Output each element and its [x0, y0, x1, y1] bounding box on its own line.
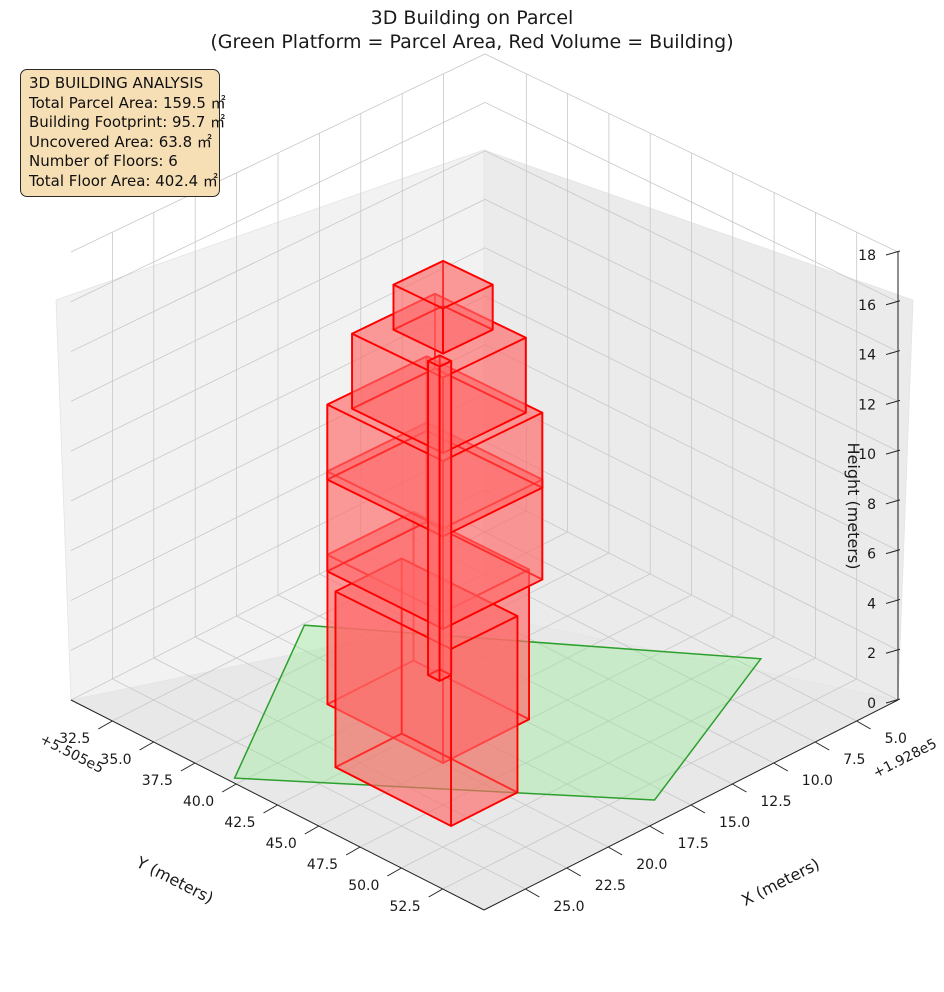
y-tick-label-5: 45.0: [266, 836, 297, 852]
y-tick-8: [428, 888, 443, 898]
grid-wall-z-5: [70, 247, 899, 452]
grid-wall-z-0: [70, 489, 899, 701]
info-uncovered-area: Uncovered Area: 63.8 ㎡: [29, 132, 212, 151]
x-tick-label-5: 17.5: [678, 836, 709, 852]
grid-wall-z-1: [70, 441, 899, 651]
x-tick-5: [649, 825, 664, 835]
building-core-middle: [326, 355, 544, 538]
x-tick-6: [607, 846, 623, 856]
building-roof-block-top-face: [392, 259, 494, 310]
building-stair-column-top-face: [427, 354, 453, 368]
y-tick-3: [221, 783, 237, 793]
y-tick-2: [180, 762, 196, 772]
z-tick-4: [885, 499, 901, 505]
x-tick-2: [773, 762, 789, 772]
x-tick-label-4: 15.0: [719, 815, 750, 831]
y-tick-label-8: 52.5: [390, 899, 421, 915]
x-tick-label-1: 7.5: [843, 752, 865, 768]
z-tick-label-1: 2: [867, 646, 876, 662]
z-tick-label-2: 4: [867, 596, 876, 612]
x-tick-1: [814, 741, 830, 751]
grid-floor-y-4: [277, 594, 692, 806]
y-tick-label-0: 32.5: [59, 731, 90, 747]
grid-wall-z-3: [70, 344, 899, 552]
grid-floor-y-1: [153, 531, 568, 743]
z-tick-label-9: 18: [858, 248, 876, 264]
grid-wall-z-8: [70, 102, 899, 303]
z-tick-label-6: 12: [858, 397, 876, 413]
y-tick-label-1: 35.0: [100, 752, 131, 768]
building-stair-column-front-y-face: [438, 360, 453, 682]
chart-title: 3D Building on Parcel: [370, 7, 574, 29]
x-tick-8: [525, 888, 540, 898]
z-tick-5: [885, 449, 901, 455]
y-tick-1: [139, 741, 154, 751]
z-tick-label-7: 14: [858, 348, 876, 364]
y-tick-label-7: 50.0: [348, 878, 379, 894]
grid-floor-y-8: [442, 678, 857, 890]
grid-floor-y-7: [401, 657, 816, 869]
z-tick-label-5: 10: [858, 447, 876, 463]
y-tick-label-4: 42.5: [224, 815, 255, 831]
x-tick-0: [856, 720, 871, 730]
info-building-footprint: Building Footprint: 95.7 ㎡: [29, 113, 226, 132]
y-tick-0: [98, 720, 113, 730]
grid-floor-y-6: [359, 636, 775, 848]
x-tick-label-6: 20.0: [636, 857, 667, 873]
building-core-middle-top-face: [326, 355, 544, 462]
info-total-floor-area: Total Floor Area: 402.4 ㎡: [29, 171, 218, 190]
grid-wall-z-4: [70, 295, 899, 502]
z-tick-1: [885, 648, 901, 654]
y-tick-4: [263, 804, 278, 814]
y-tick-label-3: 40.0: [183, 794, 214, 810]
z-axis-label: Height (meters): [844, 443, 863, 570]
analysis-info-box: 3D BUILDING ANALYSIS Total Parcel Area: …: [20, 69, 226, 197]
x-tick-label-8: 25.0: [553, 899, 584, 915]
z-tick-label-3: 6: [867, 547, 876, 563]
y-axis-label: Y (meters): [132, 852, 216, 907]
x-tick-label-3: 12.5: [760, 794, 791, 810]
z-tick-9: [885, 250, 901, 256]
z-tick-label-0: 0: [867, 696, 876, 712]
x-axis-label: X (meters): [738, 854, 822, 910]
info-total-parcel-area: Total Parcel Area: 159.5 ㎡: [29, 93, 226, 112]
grid-wall-z-6: [70, 198, 899, 402]
x-tick-label-7: 22.5: [595, 878, 626, 894]
building-stair-column: [427, 354, 453, 682]
z-tick-label-4: 8: [867, 497, 876, 513]
y-tick-7: [387, 867, 402, 877]
grid-lines: [70, 53, 899, 890]
axis-panes: [55, 149, 914, 911]
building-core-lower: [326, 421, 544, 630]
building-roof-block: [392, 259, 494, 355]
parcel-platform-polygon: [233, 624, 763, 801]
z-tick-3: [885, 549, 901, 555]
building-volume: [326, 259, 544, 827]
x-tick-label-0: 5.0: [885, 731, 907, 747]
info-number-of-floors: Number of Floors: 6: [29, 152, 178, 171]
x-tick-4: [690, 804, 706, 814]
x-tick-7: [566, 867, 582, 877]
x-tick-3: [732, 783, 747, 793]
parcel-platform: [233, 624, 763, 801]
building-wing-front-y-face: [450, 615, 519, 827]
building-stair-column-front-x-face: [427, 360, 441, 682]
y-tick-6: [345, 846, 361, 856]
y-tick-5: [304, 825, 320, 835]
z-tick-8: [885, 300, 901, 306]
z-tick-2: [885, 598, 901, 604]
chart-subtitle: (Green Platform = Parcel Area, Red Volum…: [210, 31, 734, 53]
x-tick-label-2: 10.0: [802, 773, 833, 789]
z-tick-label-8: 16: [858, 298, 876, 314]
z-tick-7: [885, 350, 901, 356]
z-tick-6: [885, 399, 901, 405]
grid-floor-y-0: [112, 510, 527, 722]
grid-wall-z-7: [70, 150, 899, 352]
y-tick-label-6: 47.5: [307, 857, 338, 873]
info-box-heading: 3D BUILDING ANALYSIS: [29, 74, 204, 92]
y-tick-label-2: 37.5: [142, 773, 173, 789]
building-core-upper-top-face: [351, 292, 527, 379]
building-wing: [334, 557, 519, 827]
